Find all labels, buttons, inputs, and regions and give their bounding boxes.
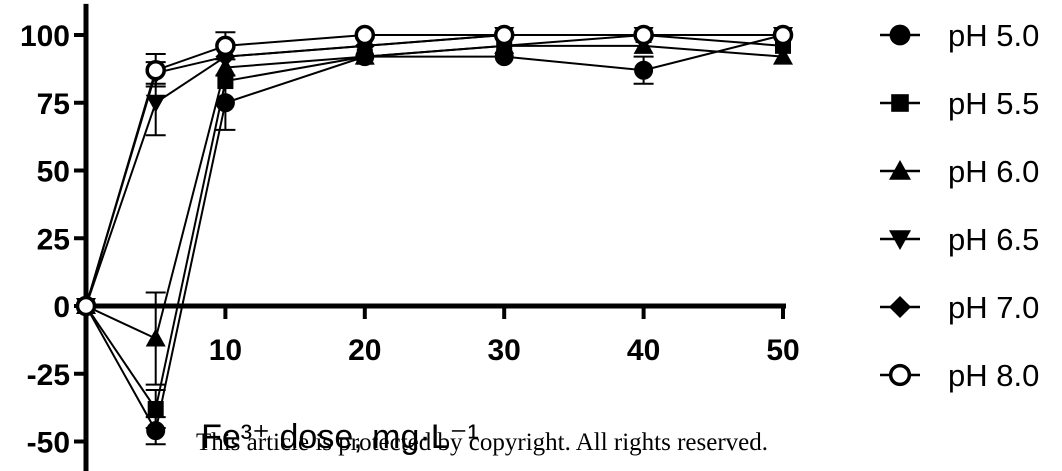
x-tick-label: 20 xyxy=(348,334,381,367)
x-tick-label: 10 xyxy=(209,334,242,367)
y-tick-label: 0 xyxy=(53,291,70,324)
copyright-notice: This article is protected by copyright. … xyxy=(196,429,768,456)
legend-marker xyxy=(888,363,912,387)
legend-label: pH 6.5 xyxy=(948,222,1039,257)
legend: pH 5.0 pH 5.5 pH 6.0 pH 6.5 pH 7.0 pH 8.0 xyxy=(880,18,1039,393)
legend-marker xyxy=(889,160,911,180)
y-tick-label: 50 xyxy=(37,156,70,189)
y-tick-label: 25 xyxy=(37,223,70,256)
series-pH-6_0 xyxy=(76,35,793,386)
axes: -50 -25 0 25 50 75 100 10 20 30 40 50 xyxy=(20,3,800,471)
series-layer xyxy=(75,24,794,446)
legend-marker xyxy=(889,24,911,46)
data-point xyxy=(773,46,793,65)
series-pH-8_0 xyxy=(75,24,794,317)
legend-label: pH 5.0 xyxy=(948,18,1039,53)
data-point xyxy=(493,24,515,46)
data-point xyxy=(354,24,376,46)
legend-entry: pH 6.5 xyxy=(880,222,1039,257)
y-tick-label: -25 xyxy=(27,359,70,392)
data-point xyxy=(145,59,166,81)
series-line xyxy=(85,44,784,340)
legend-label: pH 8.0 xyxy=(948,358,1039,393)
legend-marker xyxy=(889,230,911,250)
data-point xyxy=(633,24,654,46)
data-point xyxy=(147,400,164,417)
legend-marker xyxy=(889,296,911,318)
legend-label: pH 5.5 xyxy=(948,86,1039,121)
legend-label: pH 6.0 xyxy=(948,154,1039,189)
data-point xyxy=(772,24,794,46)
data-point xyxy=(215,35,236,57)
legend-entry: pH 5.0 xyxy=(880,18,1039,53)
data-point xyxy=(75,295,97,317)
legend-marker xyxy=(891,94,909,112)
legend-entry: pH 5.5 xyxy=(880,86,1039,121)
x-tick-label: 30 xyxy=(488,334,521,367)
series-pH-7_0 xyxy=(76,25,793,316)
y-tick-label: 75 xyxy=(37,88,70,121)
legend-entry: pH 8.0 xyxy=(880,358,1039,393)
legend-label: pH 7.0 xyxy=(948,290,1039,325)
series-line xyxy=(85,33,784,412)
data-point xyxy=(634,60,654,80)
series-pH-5_0 xyxy=(76,25,793,446)
data-point xyxy=(145,94,166,113)
legend-entry: pH 7.0 xyxy=(880,290,1039,325)
x-tick-label: 40 xyxy=(627,334,660,367)
legend-entry: pH 6.0 xyxy=(880,154,1039,189)
y-tick-label: 100 xyxy=(20,20,70,53)
x-tick-label: 50 xyxy=(766,334,799,367)
y-tick-label: -50 xyxy=(27,427,70,460)
series-pH-6_5 xyxy=(76,27,793,316)
data-point xyxy=(145,328,166,347)
x-axis-label: Fe³⁺ dose, mg·L⁻¹ xyxy=(201,418,479,456)
series-line xyxy=(85,34,784,434)
